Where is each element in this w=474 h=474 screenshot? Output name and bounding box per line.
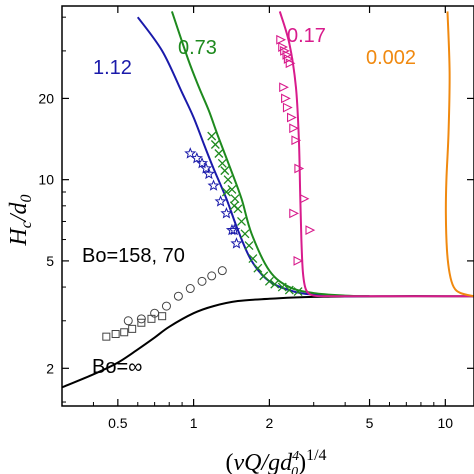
data-point <box>190 151 203 164</box>
data-point <box>195 156 209 169</box>
data-point <box>284 285 294 295</box>
data-point <box>248 254 258 264</box>
data-point <box>207 271 217 281</box>
y-axis: 2 5 10 20 <box>38 16 474 403</box>
data-point <box>282 102 293 113</box>
data-point <box>278 42 288 52</box>
annotation-bo-158-70: Bo=158, 70 <box>82 245 185 267</box>
data-point <box>128 324 137 333</box>
data-point <box>291 135 302 146</box>
y-tick-label: 2 <box>46 360 54 376</box>
data-point <box>197 276 207 286</box>
data-point <box>207 131 217 141</box>
data-point <box>161 301 171 311</box>
data-point <box>230 194 240 204</box>
data-point <box>217 266 227 276</box>
data-point <box>264 276 274 286</box>
data-point <box>214 195 227 207</box>
data-point <box>220 207 233 219</box>
data-point <box>293 287 303 297</box>
data-point <box>220 166 230 176</box>
data-point <box>120 328 129 337</box>
data-point <box>253 263 263 273</box>
x-axis-title: (νQ/gd4 0)1/4 <box>225 447 326 474</box>
data-point <box>173 291 183 301</box>
data-point <box>283 54 294 64</box>
annotation-1-12: 1.12 <box>93 57 132 79</box>
data-point <box>227 184 237 194</box>
data-point <box>244 241 254 251</box>
data-point <box>102 332 111 341</box>
data-point <box>276 34 287 45</box>
series-line-3 <box>278 11 474 298</box>
y-tick-label: 5 <box>46 253 54 269</box>
data-point <box>123 316 133 326</box>
data-point <box>221 187 231 197</box>
y-tick-label: 20 <box>38 90 54 106</box>
data-point <box>230 237 243 249</box>
data-point <box>277 282 287 292</box>
data-point <box>285 58 296 69</box>
data-point <box>293 256 304 266</box>
data-point <box>150 308 160 318</box>
data-point <box>136 314 146 324</box>
annotation-0-002: 0.002 <box>366 47 416 69</box>
data-point <box>299 193 310 204</box>
data-point <box>270 279 280 289</box>
x-tick-label: 5 <box>366 415 374 431</box>
data-point <box>214 149 224 158</box>
data-point <box>287 112 297 123</box>
y-tick-label: 10 <box>38 172 54 188</box>
data-point <box>289 208 300 219</box>
x-axis: 0.5 1 2 5 10 <box>61 6 454 431</box>
data-point <box>294 163 305 174</box>
y-axis-title: Hc/d0 <box>6 194 35 246</box>
data-point <box>289 123 300 134</box>
data-point <box>185 284 195 294</box>
data-point <box>199 162 213 174</box>
data-point <box>281 93 291 104</box>
annotation-bo-infinity: Bo=∞ <box>92 356 142 378</box>
data-point <box>280 46 290 56</box>
annotation-0-17: 0.17 <box>287 25 326 47</box>
data-point <box>137 318 146 327</box>
series-line-2 <box>170 11 370 298</box>
data-point <box>305 225 316 236</box>
data-point <box>279 82 289 93</box>
data-point <box>217 158 227 168</box>
data-point <box>184 147 197 159</box>
x-tick-label: 10 <box>438 415 454 431</box>
data-point <box>111 330 120 339</box>
x-tick-label: 1 <box>190 415 198 431</box>
data-point <box>237 217 246 226</box>
data-point <box>240 229 250 239</box>
x-tick-label: 2 <box>265 415 273 431</box>
data-point <box>229 201 239 211</box>
data-point <box>207 179 220 191</box>
data-point <box>228 223 241 236</box>
data-point <box>210 140 220 149</box>
data-point <box>223 175 233 185</box>
data-point <box>202 167 215 180</box>
data-point <box>158 312 167 321</box>
x-tick-label: 0.5 <box>108 415 128 431</box>
annotation-0-73: 0.73 <box>178 37 217 59</box>
series-line-4 <box>444 11 474 298</box>
plot-area <box>62 11 474 389</box>
